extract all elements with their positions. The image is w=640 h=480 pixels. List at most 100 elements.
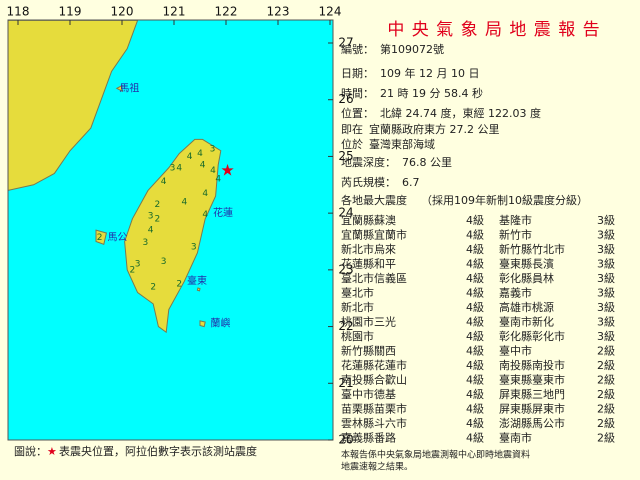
footer-line: 本報告係中央氣象局地震測報中心即時地震資料 bbox=[341, 449, 530, 461]
station-intensity: 3 bbox=[170, 163, 176, 173]
station-name: 桃園市 bbox=[341, 329, 374, 343]
station-name: 桃園市三光 bbox=[341, 315, 396, 329]
place-name: 蘭嶼 bbox=[210, 317, 230, 330]
station-intensity: 4 bbox=[176, 163, 182, 173]
station-name: 臺中市 bbox=[499, 344, 532, 358]
station-name: 臺北市 bbox=[341, 286, 374, 300]
intensity-level: 2級 bbox=[597, 359, 615, 372]
intensity-level: 2級 bbox=[597, 388, 615, 401]
place-name: 馬祖 bbox=[119, 81, 139, 94]
station-intensity: 4 bbox=[187, 152, 193, 162]
intensity-level: 3級 bbox=[597, 287, 615, 300]
station-intensity: 2 bbox=[130, 265, 136, 275]
intensity-level: 4級 bbox=[466, 229, 484, 242]
intensity-level: 4級 bbox=[466, 258, 484, 271]
lat-tick-label: 25 bbox=[338, 149, 353, 163]
info-label: 地震深度： bbox=[341, 155, 396, 169]
intensity-level: 3級 bbox=[597, 316, 615, 329]
lon-tick-label: 118 bbox=[7, 5, 30, 19]
lat-tick-label: 21 bbox=[338, 376, 353, 390]
report-title: 中 央 氣 象 局 地 震 報 告 bbox=[387, 20, 600, 40]
station-intensity: 4 bbox=[202, 189, 208, 199]
legend-text: 表震央位置，阿拉伯數字表示該測站震度 bbox=[59, 444, 257, 458]
station-name: 嘉義縣番路 bbox=[341, 431, 396, 445]
station-name: 新北市烏來 bbox=[341, 242, 396, 256]
station-name: 臺南市 bbox=[499, 431, 532, 445]
station-name: 新北市 bbox=[341, 300, 374, 314]
intensity-level: 4級 bbox=[466, 243, 484, 256]
intensity-level: 4級 bbox=[466, 330, 484, 343]
place-name: 花蓮 bbox=[213, 206, 233, 219]
info-value: 21 時 19 分 58.4 秒 bbox=[380, 86, 483, 100]
legend-label: 圖說： bbox=[14, 444, 47, 458]
info-label: 芮氏規模： bbox=[341, 175, 396, 189]
lat-tick-label: 26 bbox=[338, 92, 353, 106]
intensity-level: 4級 bbox=[466, 214, 484, 227]
info-label: 位置： bbox=[341, 106, 374, 120]
info-label: 即在 bbox=[341, 123, 363, 136]
station-name: 屏東縣三地門 bbox=[499, 388, 565, 401]
station-intensity: 4 bbox=[182, 197, 188, 207]
place-name: 臺東 bbox=[187, 274, 207, 287]
land bbox=[7, 19, 222, 334]
station-name: 臺東縣長濱 bbox=[499, 257, 554, 271]
station-intensity: 3 bbox=[161, 257, 167, 267]
info-value: 109 年 12 月 10 日 bbox=[380, 66, 479, 80]
station-name: 南投縣南投市 bbox=[499, 358, 565, 372]
info-value: 6.7 bbox=[402, 176, 420, 189]
station-name: 南投縣合歡山 bbox=[341, 373, 407, 387]
intensity-level: 3級 bbox=[597, 214, 615, 227]
station-name: 基隆市 bbox=[499, 213, 532, 227]
intensity-level: 4級 bbox=[466, 316, 484, 329]
station-name: 澎湖縣馬公市 bbox=[499, 416, 565, 430]
info-value: 第109072號 bbox=[380, 42, 444, 56]
map-mask bbox=[0, 0, 8, 480]
info-label: 日期： bbox=[341, 67, 374, 80]
intensity-heading: 各地最大震度 bbox=[341, 193, 407, 207]
intensity-level: 2級 bbox=[597, 417, 615, 430]
station-intensity: 4 bbox=[215, 175, 221, 185]
intensity-level: 2級 bbox=[597, 403, 615, 416]
info-label: 位於 bbox=[341, 137, 363, 151]
station-name: 宜蘭縣宜蘭市 bbox=[341, 228, 407, 242]
station-name: 臺東縣臺東市 bbox=[499, 373, 565, 387]
intensity-level: 3級 bbox=[597, 258, 615, 271]
lat-tick-label: 23 bbox=[338, 262, 353, 276]
station-intensity: 2 bbox=[150, 282, 156, 292]
intensity-level: 3級 bbox=[597, 330, 615, 343]
station-name: 雲林縣斗六市 bbox=[341, 416, 407, 430]
intensity-level: 4級 bbox=[466, 272, 484, 285]
intensity-level: 4級 bbox=[466, 374, 484, 387]
lat-tick-label: 24 bbox=[338, 206, 353, 220]
matsu bbox=[115, 84, 123, 93]
lon-tick-label: 124 bbox=[319, 5, 342, 19]
info-value: 北緯 24.74 度，東經 122.03 度 bbox=[380, 106, 541, 120]
legend-symbol: ★ bbox=[47, 445, 57, 458]
epicenter-star: ★ bbox=[220, 161, 234, 180]
green-island bbox=[196, 287, 201, 292]
lon-tick-label: 123 bbox=[267, 5, 290, 19]
lat-tick-label: 20 bbox=[338, 433, 353, 447]
intensity-level: 3級 bbox=[597, 301, 615, 314]
info-label: 時間： bbox=[341, 87, 374, 100]
intensity-level: 4級 bbox=[466, 301, 484, 314]
intensity-level: 2級 bbox=[597, 374, 615, 387]
intensity-level: 3級 bbox=[597, 243, 615, 256]
station-name: 新竹縣關西 bbox=[341, 344, 396, 358]
lon-tick-label: 121 bbox=[163, 5, 186, 19]
info-value: 臺灣東部海域 bbox=[369, 137, 435, 151]
station-name: 彰化縣員林 bbox=[499, 271, 554, 285]
station-intensity: 4 bbox=[210, 166, 216, 176]
station-intensity: 4 bbox=[200, 160, 206, 170]
lon-tick-label: 122 bbox=[215, 5, 238, 19]
mainland-coast bbox=[7, 19, 139, 192]
intensity-level: 4級 bbox=[466, 345, 484, 358]
lon-tick-label: 120 bbox=[111, 5, 134, 19]
station-intensity: 4 bbox=[148, 226, 154, 236]
lat-tick-label: 27 bbox=[338, 36, 353, 50]
info-label: 編號： bbox=[341, 42, 374, 56]
station-intensity: 2 bbox=[154, 200, 160, 210]
intensity-level: 4級 bbox=[466, 432, 484, 445]
station-intensity: 3 bbox=[191, 243, 197, 253]
